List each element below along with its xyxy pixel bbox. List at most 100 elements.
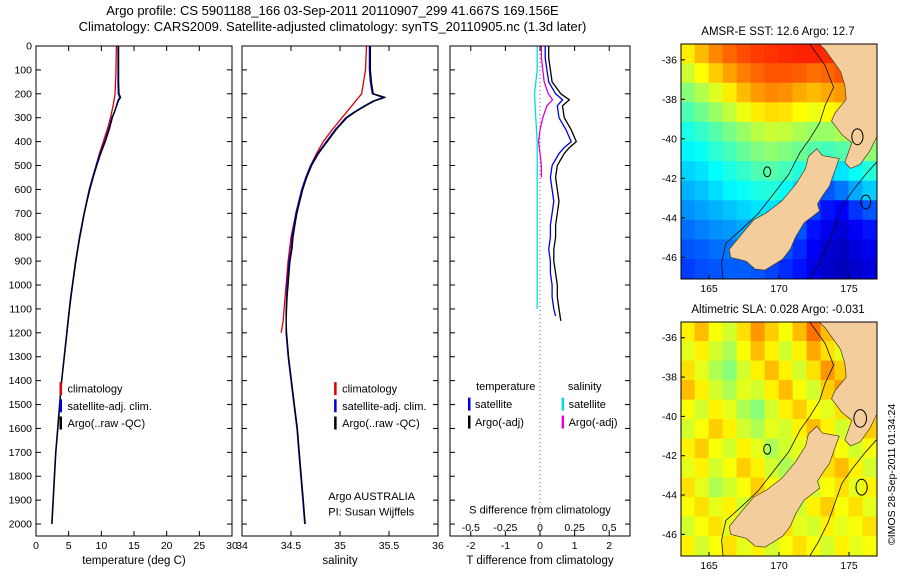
legend-label: satellite — [475, 399, 512, 411]
legend-label: climatology — [68, 384, 124, 396]
salinity-xtick-label: 35.5 — [379, 540, 400, 552]
sst-map-ytick-label: -44 — [662, 212, 677, 224]
legend-column-header: temperature — [476, 381, 535, 393]
temperature-xtick-label: 25 — [193, 540, 205, 552]
depth-tick-label: 1700 — [9, 447, 33, 459]
temperature-panel: 0 5 10 15 20 25 300100200300400500600700800900… — [9, 41, 238, 553]
sla-map-ytick-label: -36 — [662, 332, 677, 344]
s-axis-tick-label: -0.5 — [462, 522, 480, 534]
map-circle-marker — [855, 478, 868, 496]
salinity-xtick-label: 35 — [334, 540, 346, 552]
temperature-axis-label: temperature (deg C) — [82, 555, 186, 567]
legend-swatch — [59, 416, 63, 430]
legend-swatch — [468, 397, 471, 411]
temperature-line-0-climatology — [66, 45, 118, 333]
depth-tick-label: 1500 — [9, 399, 33, 411]
temperature-xtick-label: 20 — [161, 540, 173, 552]
sst-map-ytick-label: -38 — [662, 94, 677, 106]
depth-tick-label: 1800 — [9, 471, 33, 483]
sla-map-ytick-label: -44 — [662, 490, 677, 502]
north-island-landmass — [818, 322, 877, 447]
depth-tick-label: 1600 — [9, 423, 33, 435]
difference-line-1-argo--adj--t — [548, 46, 577, 321]
salinity-xtick-label: 36 — [432, 540, 444, 552]
sst-map-title: AMSR-E SST: 12.6 Argo: 12.7 — [701, 26, 855, 38]
sla-map-title: Altimetric SLA: 0.028 Argo: -0.031 — [691, 304, 865, 316]
sst-map-ytick-label: -36 — [662, 54, 677, 66]
difference-line-2-satellite-s — [533, 46, 538, 309]
legend-swatch — [561, 397, 565, 411]
temperature-axes-box — [35, 45, 233, 537]
south-island-landmass — [728, 148, 840, 271]
depth-tick-label: 100 — [14, 64, 32, 76]
depth-tick-label: 0 — [26, 41, 32, 53]
legend-label: Argo(-adj) — [475, 417, 524, 429]
depth-tick-label: 2000 — [9, 519, 33, 531]
difference-xtick-label: 0 — [537, 540, 543, 552]
difference-xtick-label: 2 — [606, 540, 612, 552]
sla-map-xtick-label: 175 — [840, 560, 858, 572]
difference-line-3-argo--adj--s — [537, 46, 554, 178]
salinity-line-2-argo---raw--qc- — [285, 46, 386, 525]
temperature-xtick-label: 0 — [33, 540, 39, 552]
legend-label: Argo(..raw -QC) — [342, 418, 420, 430]
salinity-axis-label: salinity — [322, 555, 358, 567]
figure-title: Argo profile: CS 5901188_166 03-Sep-2011… — [106, 3, 559, 18]
difference-panel: -2 -1 0 1 2 temperature salinity satellite satel… — [449, 45, 631, 552]
sst-map-xtick-label: 165 — [700, 283, 718, 295]
legend-swatch — [59, 382, 63, 396]
south-island-landmass — [728, 425, 840, 548]
depth-tick-label: 900 — [14, 256, 32, 268]
difference-xtick-label: 1 — [572, 540, 578, 552]
legend-swatch — [561, 415, 565, 429]
s-axis-tick-label: 0.25 — [564, 522, 585, 534]
field-contour-line — [809, 438, 877, 556]
depth-tick-label: 1900 — [9, 495, 33, 507]
depth-tick-label: 600 — [14, 184, 32, 196]
legend-swatch — [334, 399, 337, 413]
s-difference-label: S difference from climatology — [469, 504, 611, 516]
sst-map-ytick-label: -40 — [662, 133, 677, 145]
sla-map-ytick-label: -40 — [662, 411, 677, 423]
depth-tick-label: 300 — [14, 112, 32, 124]
sst-map-xtick-label: 175 — [840, 283, 858, 295]
temperature-xtick-label: 10 — [95, 540, 107, 552]
s-axis-tick-label: 0.5 — [602, 522, 617, 534]
sla-map-ytick-label: -42 — [662, 450, 677, 462]
map-circle-marker — [853, 409, 868, 428]
legend-column-header: salinity — [568, 381, 602, 393]
legend-label: satellite — [569, 399, 606, 411]
map-circle-marker — [851, 128, 864, 146]
temperature-xtick-label: 30 — [226, 540, 238, 552]
sla-map-xtick-label: 165 — [700, 560, 718, 572]
sla-map-ytick-label: -46 — [662, 529, 677, 541]
salinity-panel: 34 34.5 35 35.5 36 climatology satellite-adj. … — [236, 45, 444, 552]
legend-label: satellite-adj. clim. — [68, 401, 152, 413]
figure-subtitle: Climatology: CARS2009. Satellite-adjuste… — [78, 19, 587, 34]
depth-tick-label: 1200 — [9, 327, 33, 339]
difference-line-0-satellite-t — [544, 46, 572, 317]
panel-note: Argo AUSTRALIA — [328, 491, 415, 503]
legend-swatch — [334, 416, 337, 430]
salinity-xtick-label: 34.5 — [281, 540, 302, 552]
legend-swatch — [334, 382, 337, 396]
legend-label: Argo(..raw -QC) — [68, 418, 146, 430]
salinity-line-0-climatology — [280, 45, 368, 333]
depth-tick-label: 200 — [14, 88, 32, 100]
sla-map-ytick-label: -38 — [662, 372, 677, 384]
sst-map-ytick-label: -46 — [662, 252, 677, 264]
s-axis-tick-label: -0.25 — [493, 522, 517, 534]
tdiff-axis-label: T difference from climatology — [466, 555, 614, 567]
sst-map-field — [681, 44, 877, 279]
depth-tick-label: 700 — [14, 208, 32, 220]
sla-map-xtick-label: 170 — [770, 560, 788, 572]
salinity-xtick-label: 34 — [236, 540, 248, 552]
depth-tick-label: 1400 — [9, 375, 33, 387]
map-circle-marker — [763, 166, 772, 178]
legend-label: satellite-adj. clim. — [342, 401, 426, 413]
legend-label: Argo(-adj) — [569, 417, 618, 429]
depth-tick-label: 400 — [14, 136, 32, 148]
temperature-xtick-label: 5 — [66, 540, 72, 552]
